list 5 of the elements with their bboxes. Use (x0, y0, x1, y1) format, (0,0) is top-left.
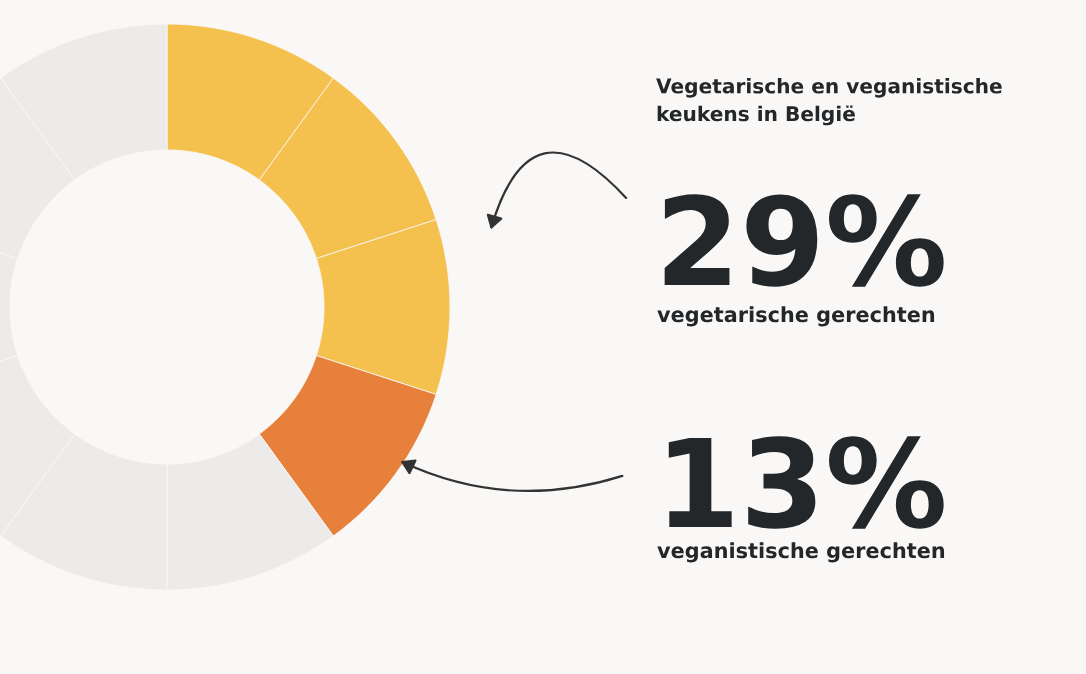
text: vegetarische gerechten (657, 306, 935, 327)
text: 29% (664, 194, 944, 287)
text: 13% (668, 436, 944, 529)
text: veganistische gerechten (657, 542, 945, 563)
text: Vegetarische en veganistische keukens in België (656, 78, 1002, 126)
